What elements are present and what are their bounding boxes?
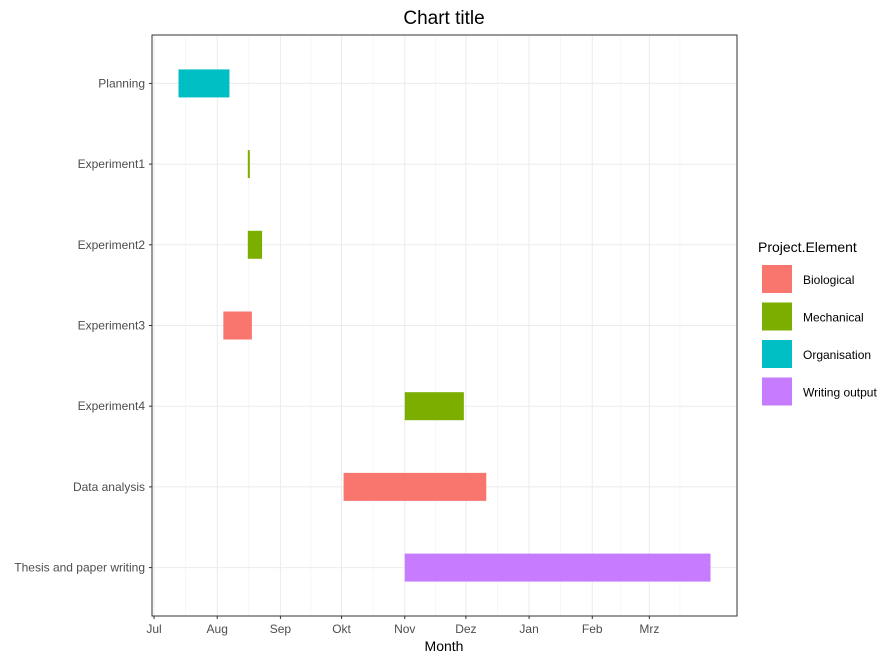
y-tick-label: Planning [98,76,145,90]
task-bar [404,553,711,582]
x-tick-label: Mrz [639,622,659,636]
x-tick-label: Jul [146,622,161,636]
bars [178,69,711,582]
task-bar [223,311,252,340]
task-bar [247,150,250,179]
legend-label: Mechanical [803,311,864,325]
x-tick-label: Feb [582,622,603,636]
y-axis: Planning Experiment1 Experiment2 Experiment… [14,76,152,575]
legend-swatch [762,265,792,293]
legend-swatch [762,302,792,331]
y-tick-label: Experiment1 [78,157,146,171]
y-tick-label: Data analysis [73,480,145,494]
task-bar [343,472,487,501]
y-tick-label: Experiment4 [78,399,146,413]
x-tick-label: Aug [207,622,228,636]
legend-swatch [762,340,792,368]
x-tick-label: Okt [332,622,351,636]
legend-swatch [762,377,792,406]
y-tick-label: Experiment2 [78,238,146,252]
x-tick-label: Sep [270,622,292,636]
x-axis: Jul Aug Sep Okt Nov Dez Jan Feb Mrz [146,616,659,636]
chart-title: Chart title [403,8,484,29]
x-tick-label: Jan [519,622,538,636]
task-bar [178,69,230,98]
x-axis-title: Month [425,638,464,654]
legend-label: Organisation [803,348,871,362]
legend-title: Project.Element [758,239,857,255]
legend-label: Biological [803,273,854,287]
y-tick-label: Thesis and paper writing [14,561,145,575]
legend-label: Writing output [803,386,877,400]
x-tick-label: Nov [394,622,415,636]
x-tick-label: Dez [455,622,476,636]
legend: Project.Element Biological Mechanical Orga… [758,239,877,406]
task-bar [247,230,263,259]
y-tick-label: Experiment3 [78,319,146,333]
task-bar [404,392,464,421]
